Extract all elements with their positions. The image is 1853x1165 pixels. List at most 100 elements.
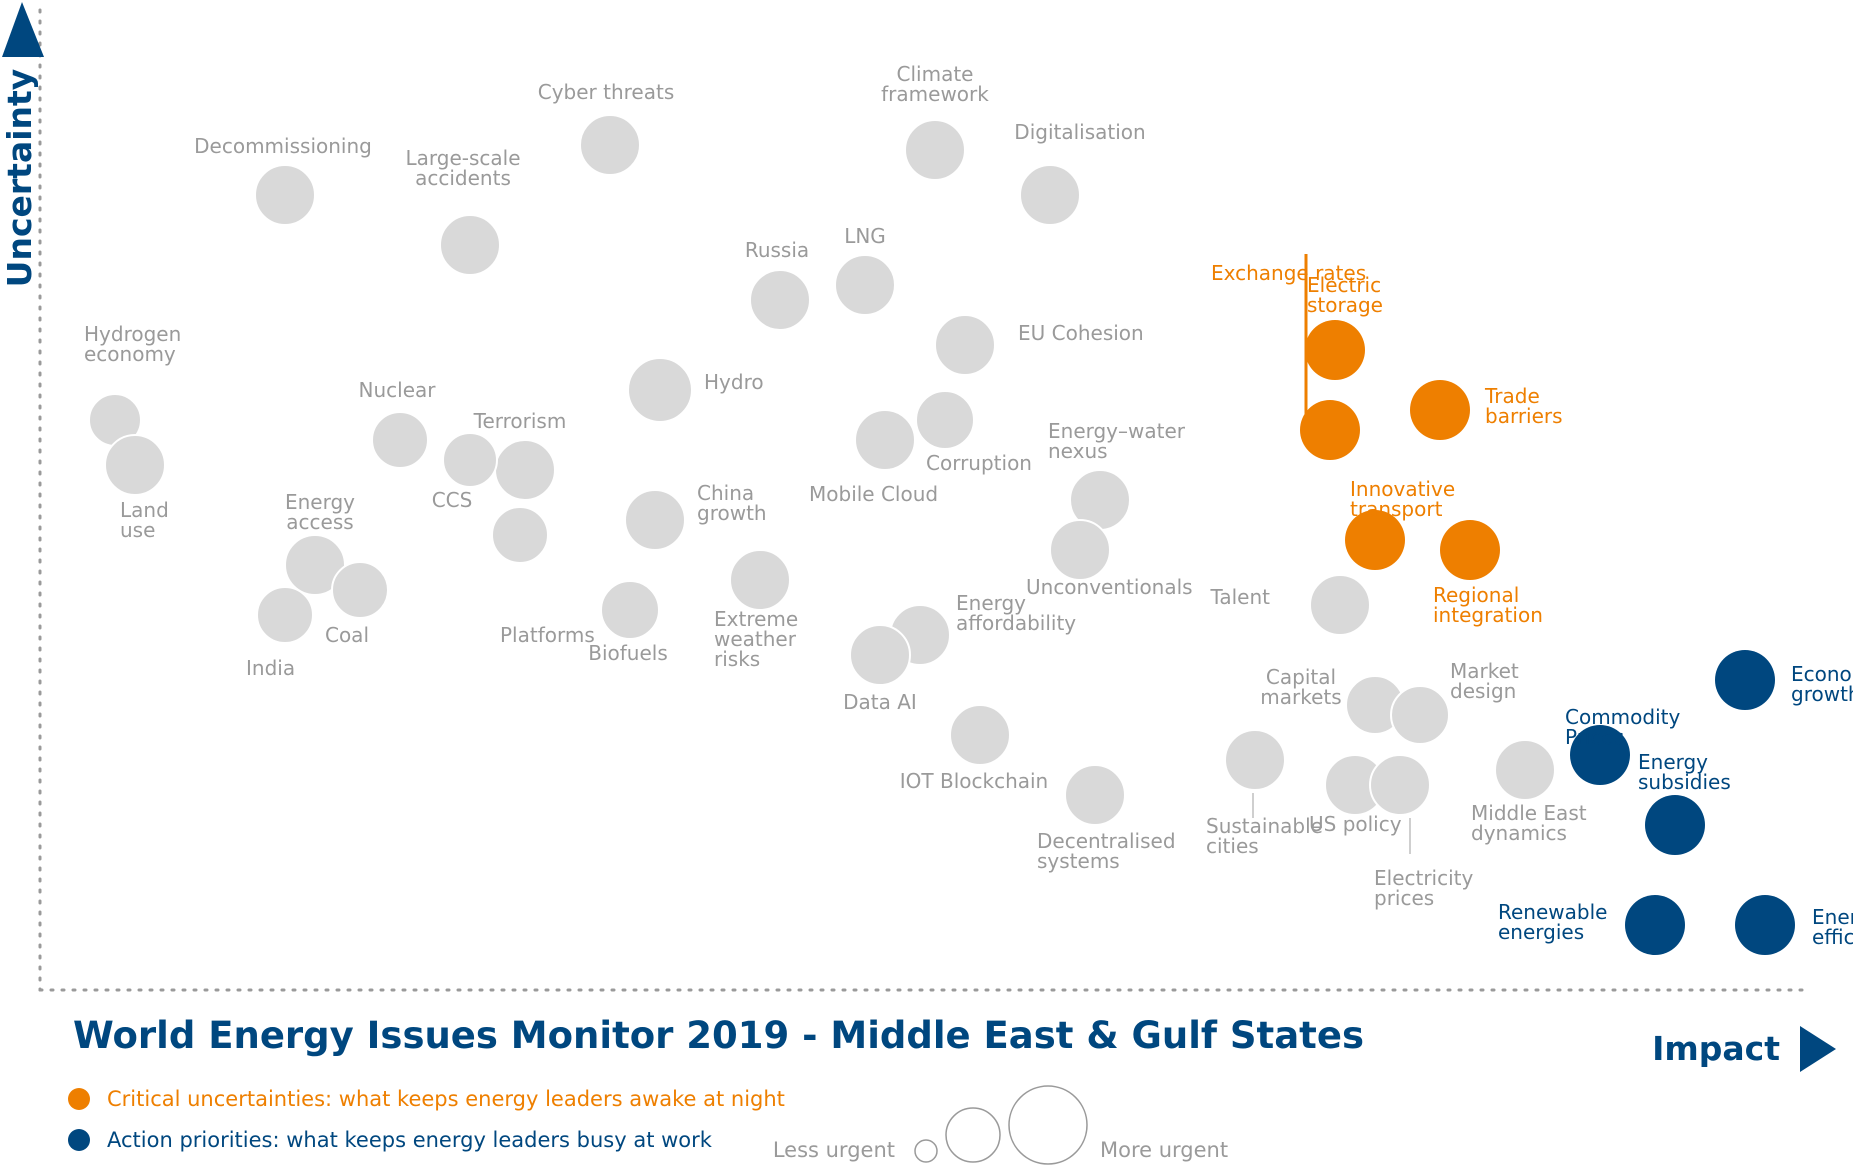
chart-title: World Energy Issues Monitor 2019 - Middl… <box>73 1014 1364 1057</box>
legend-marker-blue <box>68 1129 90 1151</box>
label-talent: Talent <box>1209 585 1270 609</box>
label-india: India <box>246 656 295 680</box>
bubble-platforms <box>491 506 549 564</box>
bubble-innovative-transport <box>1345 510 1405 570</box>
bubble-renewable-energies <box>1625 895 1685 955</box>
label-innovative-transport: Innovative transport <box>1350 477 1455 521</box>
bubble-economic-growth <box>1715 650 1775 710</box>
color-legend: Critical uncertainties: what keeps energ… <box>68 1087 785 1152</box>
label-exchange-rates: Exchange rates <box>1211 261 1366 285</box>
label-russia: Russia <box>745 238 809 262</box>
label-market-design: Market design <box>1450 659 1519 703</box>
label-terrorism: Terrorism <box>473 409 567 433</box>
size-legend-more-label: More urgent <box>1100 1138 1228 1162</box>
x-axis-label: Impact <box>1652 1029 1780 1068</box>
label-electricity-prices: Electricity prices <box>1374 866 1474 910</box>
bubble-ccs <box>442 432 498 488</box>
bubble-energy-access <box>284 534 346 596</box>
label-layer: Cyber threats Decommissioning Large-scale a… <box>84 62 1853 949</box>
label-trade-barriers: Trade barriers <box>1484 384 1563 428</box>
label-energy-subsidies: Energy subsidies <box>1638 750 1731 794</box>
label-energy-affordability: Energy affordability <box>956 591 1076 635</box>
label-sustainable-cities: Sustainable cities <box>1206 814 1323 858</box>
size-legend: Less urgent More urgent <box>773 1085 1228 1165</box>
bubble-china-growth <box>624 489 686 551</box>
label-capital-markets: Capital markets <box>1260 665 1341 709</box>
bubble-data-ai <box>849 624 911 686</box>
size-legend-large-circle <box>1008 1085 1088 1165</box>
bubble-russia <box>749 269 811 331</box>
size-legend-small-circle <box>914 1139 938 1163</box>
bubble-cyber-threats <box>579 114 641 176</box>
bubble-unconventionals <box>1049 519 1111 581</box>
label-renewable-energies: Renewable energies <box>1498 900 1607 944</box>
legend-text-blue: Action priorities: what keeps energy lea… <box>107 1128 713 1152</box>
bubble-energy-efficiency <box>1735 895 1795 955</box>
bubble-india <box>256 586 314 644</box>
y-axis-label: Uncertainty <box>0 69 39 288</box>
bubble-market-design <box>1390 685 1450 745</box>
label-middle-east-dynamics: Middle East dynamics <box>1471 801 1587 845</box>
x-axis-arrow-icon <box>1800 1026 1836 1072</box>
bubble-layer <box>88 114 1795 955</box>
size-legend-less-label: Less urgent <box>773 1138 895 1162</box>
size-legend-medium-circle <box>945 1107 1001 1163</box>
bubble-lng <box>834 254 896 316</box>
bubble-sustainable-cities <box>1224 729 1286 791</box>
label-electric-storage: Electric storage <box>1307 273 1383 317</box>
label-digitalisation: Digitalisation <box>1014 120 1145 144</box>
bubble-mobile-cloud <box>854 409 916 471</box>
label-hydrogen-economy: Hydrogen economy <box>84 322 181 366</box>
label-cyber-threats: Cyber threats <box>538 80 675 104</box>
bubble-hydro <box>627 357 693 423</box>
bubble-decentralised-systems <box>1064 764 1126 826</box>
label-unconventionals: Unconventionals <box>1026 575 1193 599</box>
bubble-electric-storage <box>1305 320 1365 380</box>
bubble-electricity-prices <box>1369 754 1431 816</box>
label-platforms: Platforms <box>500 623 595 647</box>
label-data-ai: Data AI <box>843 690 917 714</box>
bubble-trade-barriers <box>1410 380 1470 440</box>
label-eu-cohesion: EU Cohesion <box>1018 321 1144 345</box>
label-iot-blockchain: IOT Blockchain <box>900 769 1048 793</box>
bubble-land-use <box>104 434 166 496</box>
label-economic-growth: Economicgrowth <box>1791 662 1853 706</box>
label-decentralised-systems: Decentralised systems <box>1037 829 1176 873</box>
label-commodity-prices: Commodity Prices <box>1565 705 1680 749</box>
legend-text-orange: Critical uncertainties: what keeps energ… <box>107 1087 785 1111</box>
label-land-use: Land use <box>120 498 169 542</box>
bubble-digitalisation <box>1019 164 1081 226</box>
label-lng: LNG <box>844 224 886 248</box>
label-large-scale-accidents: Large-scale accidents <box>405 146 520 190</box>
bubble-nuclear <box>371 411 429 469</box>
bubble-large-scale-accidents <box>439 214 501 276</box>
label-nuclear: Nuclear <box>359 378 437 402</box>
label-corruption: Corruption <box>926 451 1032 475</box>
bubble-regional-integration <box>1440 520 1500 580</box>
bubble-biofuels <box>600 580 660 640</box>
bubble-terrorism <box>494 439 556 501</box>
label-mobile-cloud: Mobile Cloud <box>809 482 938 506</box>
y-axis-arrow-icon <box>2 2 44 57</box>
bubble-middle-east-dynamics <box>1494 739 1556 801</box>
label-regional-integration: Regional integration <box>1433 583 1543 627</box>
bubble-coal <box>331 561 389 619</box>
label-ccs: CCS <box>432 488 473 512</box>
bubble-iot-blockchain <box>949 704 1011 766</box>
bubble-decommissioning <box>254 164 316 226</box>
label-energy-water-nexus: Energy–water nexus <box>1048 419 1186 463</box>
label-us-policy: US policy <box>1309 812 1402 836</box>
legend-marker-orange <box>68 1088 90 1110</box>
bubble-corruption <box>915 390 975 450</box>
bubble-talent <box>1309 574 1371 636</box>
label-coal: Coal <box>325 623 369 647</box>
label-energy-efficiency: Energyefficiency <box>1812 905 1853 949</box>
label-biofuels: Biofuels <box>588 641 668 665</box>
label-energy-access: Energy access <box>285 490 355 534</box>
label-extreme-weather-risks: Extreme weather risks <box>714 607 798 671</box>
bubble-energy-subsidies <box>1645 795 1705 855</box>
label-china-growth: China growth <box>697 481 767 525</box>
label-decommissioning: Decommissioning <box>194 134 372 158</box>
bubble-eu-cohesion <box>934 314 996 376</box>
